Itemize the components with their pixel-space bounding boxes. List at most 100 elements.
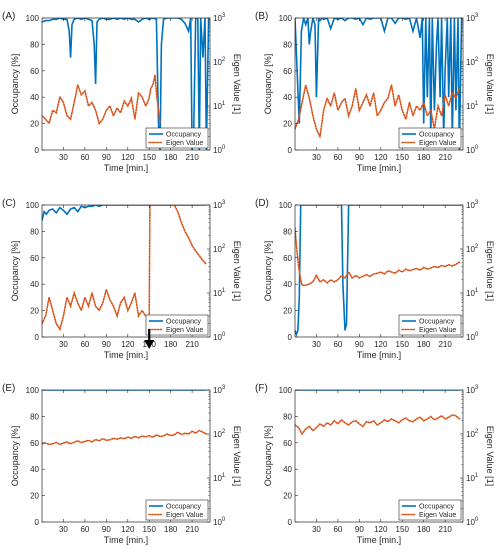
occupancy-line [42, 205, 207, 221]
legend-label-occupancy: Occupancy [166, 504, 202, 511]
y-left-tick-label: 0 [288, 146, 293, 155]
annotation-arrow-head [144, 340, 155, 349]
legend-label-eigen: Eigen Value [419, 327, 456, 334]
y-right-tick-label: 103 [213, 200, 226, 210]
plot-frame [41, 17, 211, 151]
x-tick-label: 30 [312, 340, 321, 349]
x-axis-label: Time [min.] [357, 350, 401, 360]
y-left-tick-label: 40 [30, 93, 39, 102]
occupancy-line [42, 18, 210, 150]
chart-panel: (E) 30 60 90 120 150 180 210 Time [min.] 0 20 40 60 8… [2, 383, 242, 545]
plot-frame [41, 204, 211, 338]
y-left-tick-label: 80 [30, 227, 39, 236]
x-tick-label: 30 [312, 525, 321, 534]
x-tick-label: 30 [59, 525, 68, 534]
y-left-axis-label: Occupancy [%] [10, 54, 20, 115]
chart-panel: (B) 30 60 90 120 150 180 210 Time [min.] 0 20 40 60 8… [255, 11, 495, 173]
y-right-tick-label: 101 [213, 101, 226, 111]
y-right-tick-label: 100 [213, 517, 226, 527]
legend-label-occupancy: Occupancy [166, 132, 202, 139]
x-tick-label: 180 [417, 153, 431, 162]
x-tick-label: 60 [80, 340, 89, 349]
y-right-axis-label: Eigen Value [1] [232, 426, 242, 486]
x-tick-label: 60 [333, 525, 342, 534]
legend-label-occupancy: Occupancy [419, 319, 455, 326]
y-left-tick-label: 80 [283, 227, 292, 236]
y-left-tick-label: 0 [35, 518, 40, 527]
y-left-tick-label: 60 [30, 67, 39, 76]
x-tick-label: 30 [312, 153, 321, 162]
y-left-tick-label: 0 [288, 333, 293, 342]
plot-frame [294, 17, 464, 151]
y-right-tick-label: 103 [466, 385, 479, 395]
y-left-tick-label: 60 [283, 67, 292, 76]
x-tick-label: 120 [374, 525, 388, 534]
x-tick-label: 150 [143, 153, 157, 162]
y-right-axis-label: Eigen Value [1] [232, 241, 242, 301]
y-right-tick-label: 102 [466, 244, 479, 254]
y-right-tick-label: 102 [213, 244, 226, 254]
legend-label-eigen: Eigen Value [419, 512, 456, 519]
y-left-axis-label: Occupancy [%] [10, 426, 20, 487]
y-left-tick-label: 80 [283, 40, 292, 49]
y-left-tick-label: 100 [279, 386, 293, 395]
y-right-tick-label: 101 [213, 288, 226, 298]
y-left-tick-label: 0 [35, 333, 40, 342]
x-tick-label: 210 [438, 525, 452, 534]
x-tick-label: 180 [164, 525, 178, 534]
y-left-tick-label: 60 [30, 439, 39, 448]
y-right-tick-label: 101 [213, 473, 226, 483]
y-right-tick-label: 103 [466, 13, 479, 23]
y-right-tick-label: 100 [466, 332, 479, 342]
x-tick-label: 180 [417, 340, 431, 349]
plot-frame [294, 389, 464, 523]
y-right-tick-label: 103 [213, 13, 226, 23]
y-right-tick-label: 102 [213, 429, 226, 439]
x-axis-label: Time [min.] [357, 163, 401, 173]
y-left-tick-label: 40 [30, 465, 39, 474]
y-right-tick-label: 101 [466, 101, 479, 111]
legend-label-occupancy: Occupancy [419, 132, 455, 139]
x-tick-label: 90 [355, 525, 364, 534]
y-right-tick-label: 100 [466, 517, 479, 527]
y-right-tick-label: 100 [213, 145, 226, 155]
x-tick-label: 210 [438, 153, 452, 162]
x-tick-label: 120 [374, 340, 388, 349]
x-tick-label: 30 [59, 340, 68, 349]
x-tick-label: 90 [102, 525, 111, 534]
eigen-value-line [42, 429, 208, 446]
chart-panel: (D) 30 60 90 120 150 180 210 Time [min.] 0 20 40 60 8… [255, 198, 495, 360]
chart-panel: (F) 30 60 90 120 150 180 210 Time [min.] 0 20 40 60 8… [255, 383, 495, 545]
x-tick-label: 150 [143, 525, 157, 534]
y-left-tick-label: 40 [283, 465, 292, 474]
x-tick-label: 150 [396, 340, 410, 349]
x-tick-label: 210 [438, 340, 452, 349]
x-tick-label: 90 [355, 340, 364, 349]
eigen-value-line [42, 75, 161, 126]
y-right-tick-label: 101 [466, 473, 479, 483]
x-tick-label: 120 [121, 525, 135, 534]
y-left-tick-label: 0 [288, 518, 293, 527]
y-left-tick-label: 20 [283, 492, 292, 501]
y-left-tick-label: 100 [26, 14, 40, 23]
panel-label: (C) [2, 198, 16, 209]
y-right-axis-label: Eigen Value [1] [485, 241, 495, 301]
y-left-tick-label: 60 [283, 439, 292, 448]
panel-label: (E) [2, 383, 15, 394]
legend-label-eigen: Eigen Value [166, 327, 203, 334]
panel-label: (A) [2, 11, 15, 22]
plot-frame [294, 204, 464, 338]
y-left-axis-label: Occupancy [%] [10, 241, 20, 302]
legend-label-occupancy: Occupancy [166, 319, 202, 326]
y-left-tick-label: 40 [283, 280, 292, 289]
y-right-tick-label: 100 [213, 332, 226, 342]
y-left-tick-label: 100 [26, 386, 40, 395]
y-left-tick-label: 0 [35, 146, 40, 155]
